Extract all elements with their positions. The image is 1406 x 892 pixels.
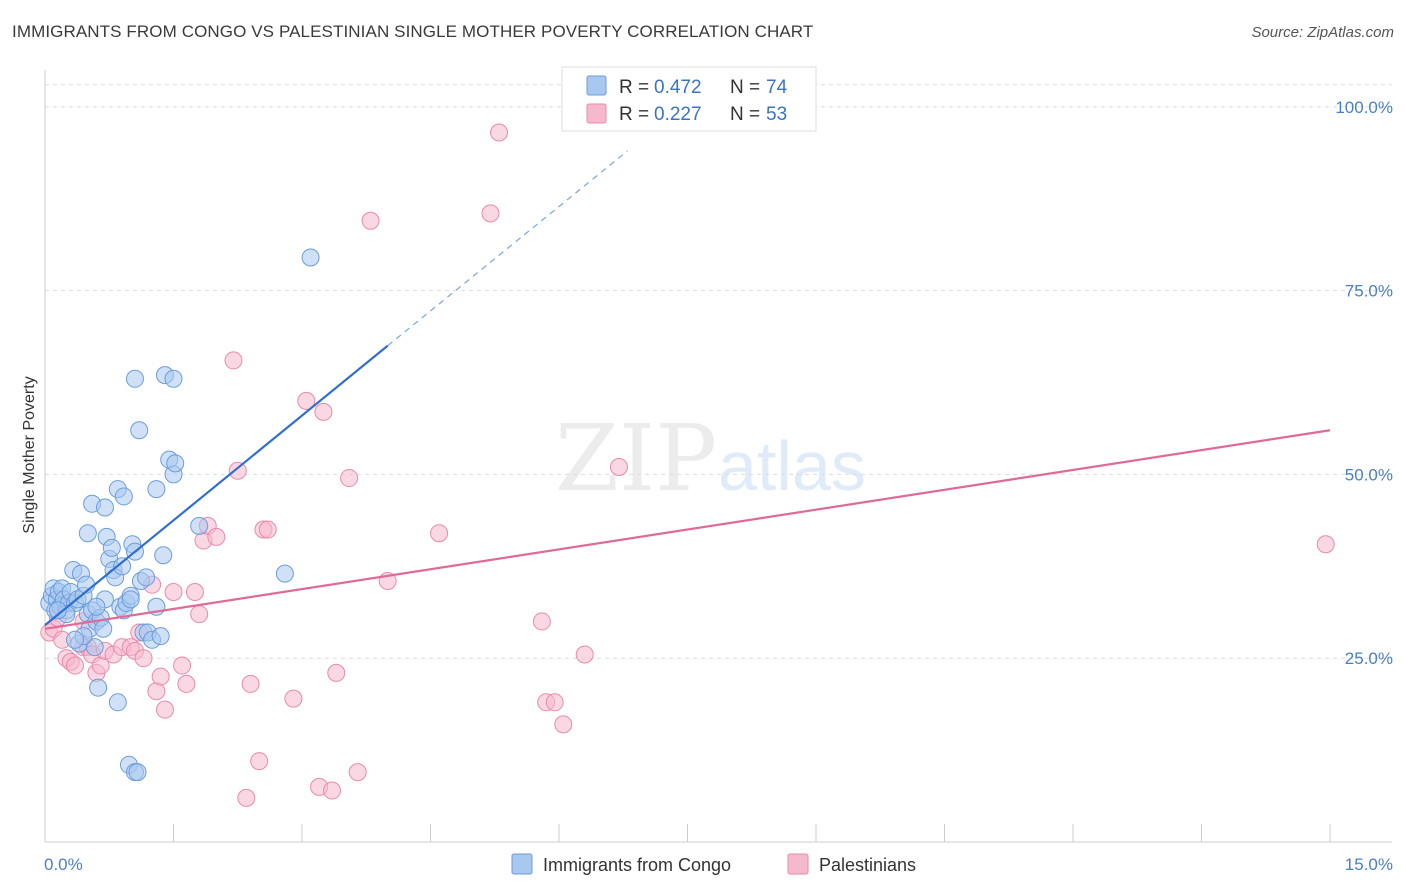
data-point-palestinians xyxy=(340,469,359,488)
data-point-palestinians xyxy=(151,667,170,686)
data-point-palestinians xyxy=(575,645,594,664)
data-point-palestinians xyxy=(545,693,564,712)
data-point-palestinians xyxy=(297,391,316,410)
bottom-legend-swatch-palestinians xyxy=(787,853,809,875)
y-tick-labels: 25.0% 50.0% 75.0% 100.0% xyxy=(1335,98,1393,668)
data-point-congo xyxy=(95,498,114,517)
data-point-palestinians xyxy=(327,663,346,682)
series-palestinians-points xyxy=(40,123,1335,807)
bottom-legend-label-congo: Immigrants from Congo xyxy=(543,855,731,875)
trend-line-palestinians xyxy=(44,429,1331,630)
data-point-palestinians xyxy=(155,700,174,719)
data-point-palestinians xyxy=(241,674,260,693)
data-point-palestinians xyxy=(258,520,277,539)
y-tick-label: 25.0% xyxy=(1345,649,1393,668)
data-point-palestinians xyxy=(164,583,183,602)
data-point-palestinians xyxy=(430,524,449,543)
data-point-congo xyxy=(108,693,127,712)
legend-n-value-congo: 74 xyxy=(766,77,788,98)
data-point-palestinians xyxy=(361,211,380,230)
gridlines xyxy=(45,84,1392,659)
data-point-palestinians xyxy=(185,583,204,602)
data-point-congo xyxy=(128,763,147,782)
data-point-palestinians xyxy=(224,351,243,370)
data-point-congo xyxy=(65,630,84,649)
legend-r-value-palestinians: 0.227 xyxy=(654,104,702,125)
x-tick-labels: 0.0% 15.0% xyxy=(44,855,1393,874)
data-point-congo xyxy=(154,546,173,565)
data-point-congo xyxy=(275,564,294,583)
chart-title: IMMIGRANTS FROM CONGO VS PALESTINIAN SIN… xyxy=(12,22,814,41)
legend-r-label-palestinians: R = xyxy=(619,104,649,125)
y-tick-label: 75.0% xyxy=(1345,282,1393,301)
data-point-congo xyxy=(85,638,104,657)
y-tick-label: 100.0% xyxy=(1335,98,1393,117)
bottom-legend-label-palestinians: Palestinians xyxy=(819,855,916,875)
data-point-congo xyxy=(89,678,108,697)
data-point-palestinians xyxy=(173,656,192,675)
source-credit: Source: ZipAtlas.com xyxy=(1251,24,1394,41)
data-point-congo xyxy=(78,524,97,543)
data-point-palestinians xyxy=(207,527,226,546)
y-axis-label: Single Mother Poverty xyxy=(21,376,38,533)
series-legend: Immigrants from Congo Palestinians xyxy=(511,853,916,875)
legend-r-value-congo: 0.472 xyxy=(654,77,702,98)
data-point-congo xyxy=(94,619,113,638)
legend-swatch-congo xyxy=(586,75,607,96)
data-point-palestinians xyxy=(554,715,573,734)
data-point-congo xyxy=(137,568,156,587)
data-point-palestinians xyxy=(65,656,84,675)
legend-r-label-congo: R = xyxy=(619,77,649,98)
data-point-congo xyxy=(48,601,67,620)
data-point-congo xyxy=(151,627,170,646)
data-point-congo xyxy=(114,487,133,506)
data-point-congo xyxy=(147,480,166,499)
data-point-palestinians xyxy=(250,752,269,771)
data-point-palestinians xyxy=(284,689,303,708)
correlation-legend: R = 0.472 N = 74 R = 0.227 N = 53 xyxy=(561,66,817,132)
bottom-legend-swatch-congo xyxy=(511,853,533,875)
data-point-palestinians xyxy=(609,458,628,477)
legend-n-value-palestinians: 53 xyxy=(766,104,787,125)
x-tick-label: 0.0% xyxy=(44,855,83,874)
data-point-congo xyxy=(164,369,183,388)
watermark: ZIP atlas xyxy=(555,405,866,512)
series-congo-points xyxy=(40,248,320,782)
data-point-palestinians xyxy=(1316,535,1335,554)
watermark-atlas: atlas xyxy=(718,427,866,505)
data-point-congo xyxy=(121,590,140,609)
data-point-congo xyxy=(166,454,185,473)
data-point-congo xyxy=(102,538,121,557)
data-point-palestinians xyxy=(177,674,196,693)
trend-line-congo-extension xyxy=(387,150,628,347)
legend-swatch-palestinians xyxy=(586,103,607,124)
data-point-palestinians xyxy=(532,612,551,631)
data-point-congo xyxy=(130,421,149,440)
data-point-congo xyxy=(125,369,144,388)
data-point-congo xyxy=(301,248,320,267)
data-point-palestinians xyxy=(322,781,341,800)
data-point-congo xyxy=(113,557,132,576)
data-point-palestinians xyxy=(314,402,333,421)
data-point-palestinians xyxy=(228,461,247,480)
data-point-palestinians xyxy=(134,649,153,668)
y-tick-label: 50.0% xyxy=(1345,465,1393,484)
data-point-palestinians xyxy=(490,123,509,142)
trend-lines xyxy=(44,150,1331,630)
legend-n-label-palestinians: N = xyxy=(730,104,760,125)
legend-n-label-congo: N = xyxy=(730,77,760,98)
data-point-congo xyxy=(190,516,209,535)
axes xyxy=(44,70,1392,843)
data-point-palestinians xyxy=(481,204,500,223)
x-tick-label: 15.0% xyxy=(1345,855,1393,874)
data-point-palestinians xyxy=(237,788,256,807)
data-point-congo xyxy=(87,597,106,616)
trend-line-congo xyxy=(44,344,389,626)
data-point-palestinians xyxy=(190,605,209,624)
data-point-palestinians xyxy=(348,763,367,782)
watermark-zip: ZIP xyxy=(555,405,717,512)
